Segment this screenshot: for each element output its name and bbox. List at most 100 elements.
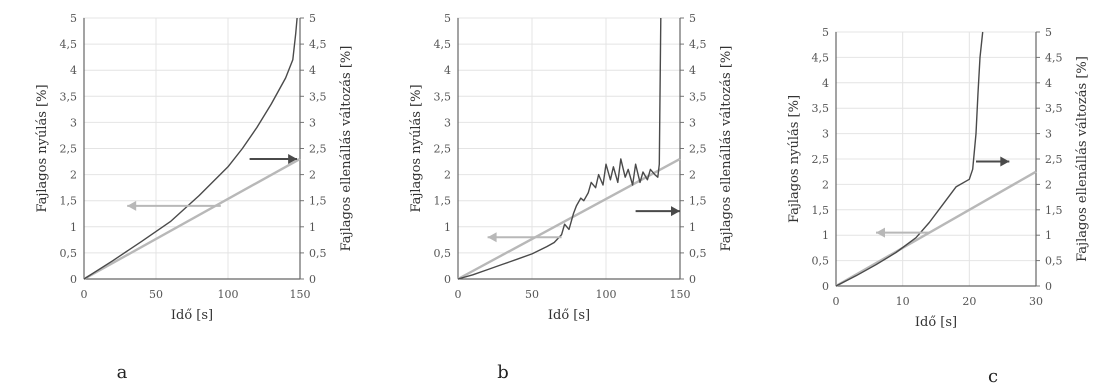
chart-panel-b: 00,511,522,533,544,5500,511,522,533,544,… bbox=[409, 12, 734, 383]
y-tick-label-left: 4 bbox=[822, 77, 829, 90]
x-tick-label: 100 bbox=[596, 288, 617, 301]
y-tick-label-right: 1,5 bbox=[689, 195, 707, 208]
y-axis-label-left: Fajlagos nyúlás [%] bbox=[787, 95, 802, 223]
y-tick-label-left: 4,5 bbox=[434, 38, 452, 51]
y-tick-label-left: 1,5 bbox=[60, 195, 78, 208]
arrow-left-head bbox=[876, 227, 885, 238]
x-tick-label: 150 bbox=[290, 288, 311, 301]
y-tick-label-left: 2 bbox=[444, 169, 451, 182]
y-tick-label-left: 1 bbox=[70, 221, 77, 234]
y-tick-label-left: 3 bbox=[444, 116, 451, 129]
x-tick-label: 100 bbox=[218, 288, 239, 301]
y-tick-label-right: 3 bbox=[309, 116, 316, 129]
y-tick-label-right: 1 bbox=[689, 221, 696, 234]
y-axis-label-right: Fajlagos ellenállás változás [%] bbox=[1075, 56, 1090, 262]
y-tick-label-left: 2,5 bbox=[812, 153, 830, 166]
y-tick-label-left: 1,5 bbox=[812, 204, 830, 217]
y-axis-label-right: Fajlagos ellenállás változás [%] bbox=[339, 46, 354, 252]
y-tick-label-left: 2,5 bbox=[60, 143, 78, 156]
y-tick-label-left: 4 bbox=[444, 64, 451, 77]
arrow-right-head bbox=[288, 153, 298, 164]
x-tick-label: 30 bbox=[1029, 295, 1043, 308]
y-tick-label-left: 0,5 bbox=[812, 255, 830, 268]
y-tick-label-right: 0 bbox=[309, 273, 316, 286]
x-tick-label: 50 bbox=[525, 288, 539, 301]
y-tick-label-left: 5 bbox=[444, 12, 451, 25]
y-tick-label-left: 0 bbox=[444, 273, 451, 286]
series-line-strain bbox=[83, 157, 301, 281]
y-tick-label-left: 1 bbox=[822, 229, 829, 242]
y-tick-label-right: 1,5 bbox=[309, 195, 327, 208]
y-tick-label-right: 4 bbox=[689, 64, 696, 77]
y-tick-label-left: 4 bbox=[70, 64, 77, 77]
series-line-resistance bbox=[457, 17, 662, 280]
y-tick-label-left: 2,5 bbox=[434, 143, 452, 156]
y-tick-label-left: 0 bbox=[822, 280, 829, 293]
series-line-strain bbox=[835, 170, 1037, 288]
y-tick-label-left: 1,5 bbox=[434, 195, 452, 208]
y-axis-label-left: Fajlagos nyúlás [%] bbox=[35, 84, 50, 212]
x-tick-label: 20 bbox=[962, 295, 976, 308]
y-tick-label-right: 1 bbox=[309, 221, 316, 234]
panel-label: a bbox=[117, 362, 128, 383]
panel-label: b bbox=[497, 362, 509, 383]
x-axis-label: Idő [s] bbox=[548, 308, 590, 323]
y-tick-label-left: 4,5 bbox=[812, 51, 830, 64]
y-tick-label-right: 2 bbox=[309, 169, 316, 182]
panel-label: c bbox=[988, 366, 998, 387]
y-tick-label-left: 1 bbox=[444, 221, 451, 234]
arrow-right-head bbox=[671, 206, 680, 217]
chart-panel-a: 00,511,522,533,544,5500,511,522,533,544,… bbox=[35, 12, 354, 383]
y-tick-label-right: 4 bbox=[1045, 77, 1052, 90]
y-tick-label-right: 5 bbox=[309, 12, 316, 25]
x-axis-label: Idő [s] bbox=[171, 308, 213, 323]
y-tick-label-right: 2 bbox=[1045, 178, 1052, 191]
y-tick-label-right: 0,5 bbox=[1045, 255, 1063, 268]
y-tick-label-right: 4,5 bbox=[309, 38, 327, 51]
y-tick-label-right: 2 bbox=[689, 169, 696, 182]
y-tick-label-right: 0 bbox=[689, 273, 696, 286]
y-tick-label-right: 1 bbox=[1045, 229, 1052, 242]
y-tick-label-right: 4,5 bbox=[1045, 51, 1063, 64]
x-tick-label: 0 bbox=[81, 288, 88, 301]
series-line-resistance bbox=[83, 17, 298, 280]
x-tick-label: 10 bbox=[896, 295, 910, 308]
y-tick-label-right: 0,5 bbox=[689, 247, 707, 260]
y-tick-label-right: 4,5 bbox=[689, 38, 707, 51]
y-tick-label-left: 2 bbox=[822, 178, 829, 191]
y-tick-label-left: 4,5 bbox=[60, 38, 78, 51]
y-tick-label-right: 3 bbox=[1045, 128, 1052, 141]
y-tick-label-right: 3,5 bbox=[1045, 102, 1063, 115]
y-tick-label-left: 0 bbox=[70, 273, 77, 286]
y-tick-label-right: 5 bbox=[689, 12, 696, 25]
chart-panel-c: 0 0,5 1 1,5 2 2,5 3 3,5 4 4,5 5 0 0,5 1 1,5 2 2,5 3 3,5 4 4,… bbox=[787, 26, 1090, 387]
y-tick-label-right: 3 bbox=[689, 116, 696, 129]
x-tick-label: 50 bbox=[149, 288, 163, 301]
y-tick-label-left: 3,5 bbox=[60, 90, 78, 103]
y-tick-label-left: 3 bbox=[822, 128, 829, 141]
y-tick-label-right: 1,5 bbox=[1045, 204, 1063, 217]
y-tick-label-right: 4 bbox=[309, 64, 316, 77]
y-axis-label-right: Fajlagos ellenállás változás [%] bbox=[719, 46, 734, 252]
y-tick-label-right: 3,5 bbox=[689, 90, 707, 103]
y-tick-label-right: 2,5 bbox=[309, 143, 327, 156]
y-tick-label-right: 2,5 bbox=[689, 143, 707, 156]
x-tick-label: 0 bbox=[833, 295, 840, 308]
y-tick-label-left: 3 bbox=[70, 116, 77, 129]
y-axis-label-left: Fajlagos nyúlás [%] bbox=[409, 84, 424, 212]
y-tick-label-left: 5 bbox=[822, 26, 829, 39]
arrow-right-head bbox=[1000, 156, 1010, 167]
x-tick-label: 0 bbox=[455, 288, 462, 301]
y-tick-label-left: 0,5 bbox=[434, 247, 452, 260]
arrow-left-head bbox=[127, 200, 137, 211]
y-tick-label-left: 5 bbox=[70, 12, 77, 25]
y-tick-label-right: 3,5 bbox=[309, 90, 327, 103]
y-tick-label-right: 0,5 bbox=[309, 247, 327, 260]
series-line-resistance bbox=[835, 31, 984, 287]
arrow-left-head bbox=[487, 232, 497, 243]
y-tick-label-right: 5 bbox=[1045, 26, 1052, 39]
x-axis-label: Idő [s] bbox=[915, 315, 957, 330]
y-tick-label-left: 3,5 bbox=[434, 90, 452, 103]
x-tick-label: 150 bbox=[670, 288, 691, 301]
